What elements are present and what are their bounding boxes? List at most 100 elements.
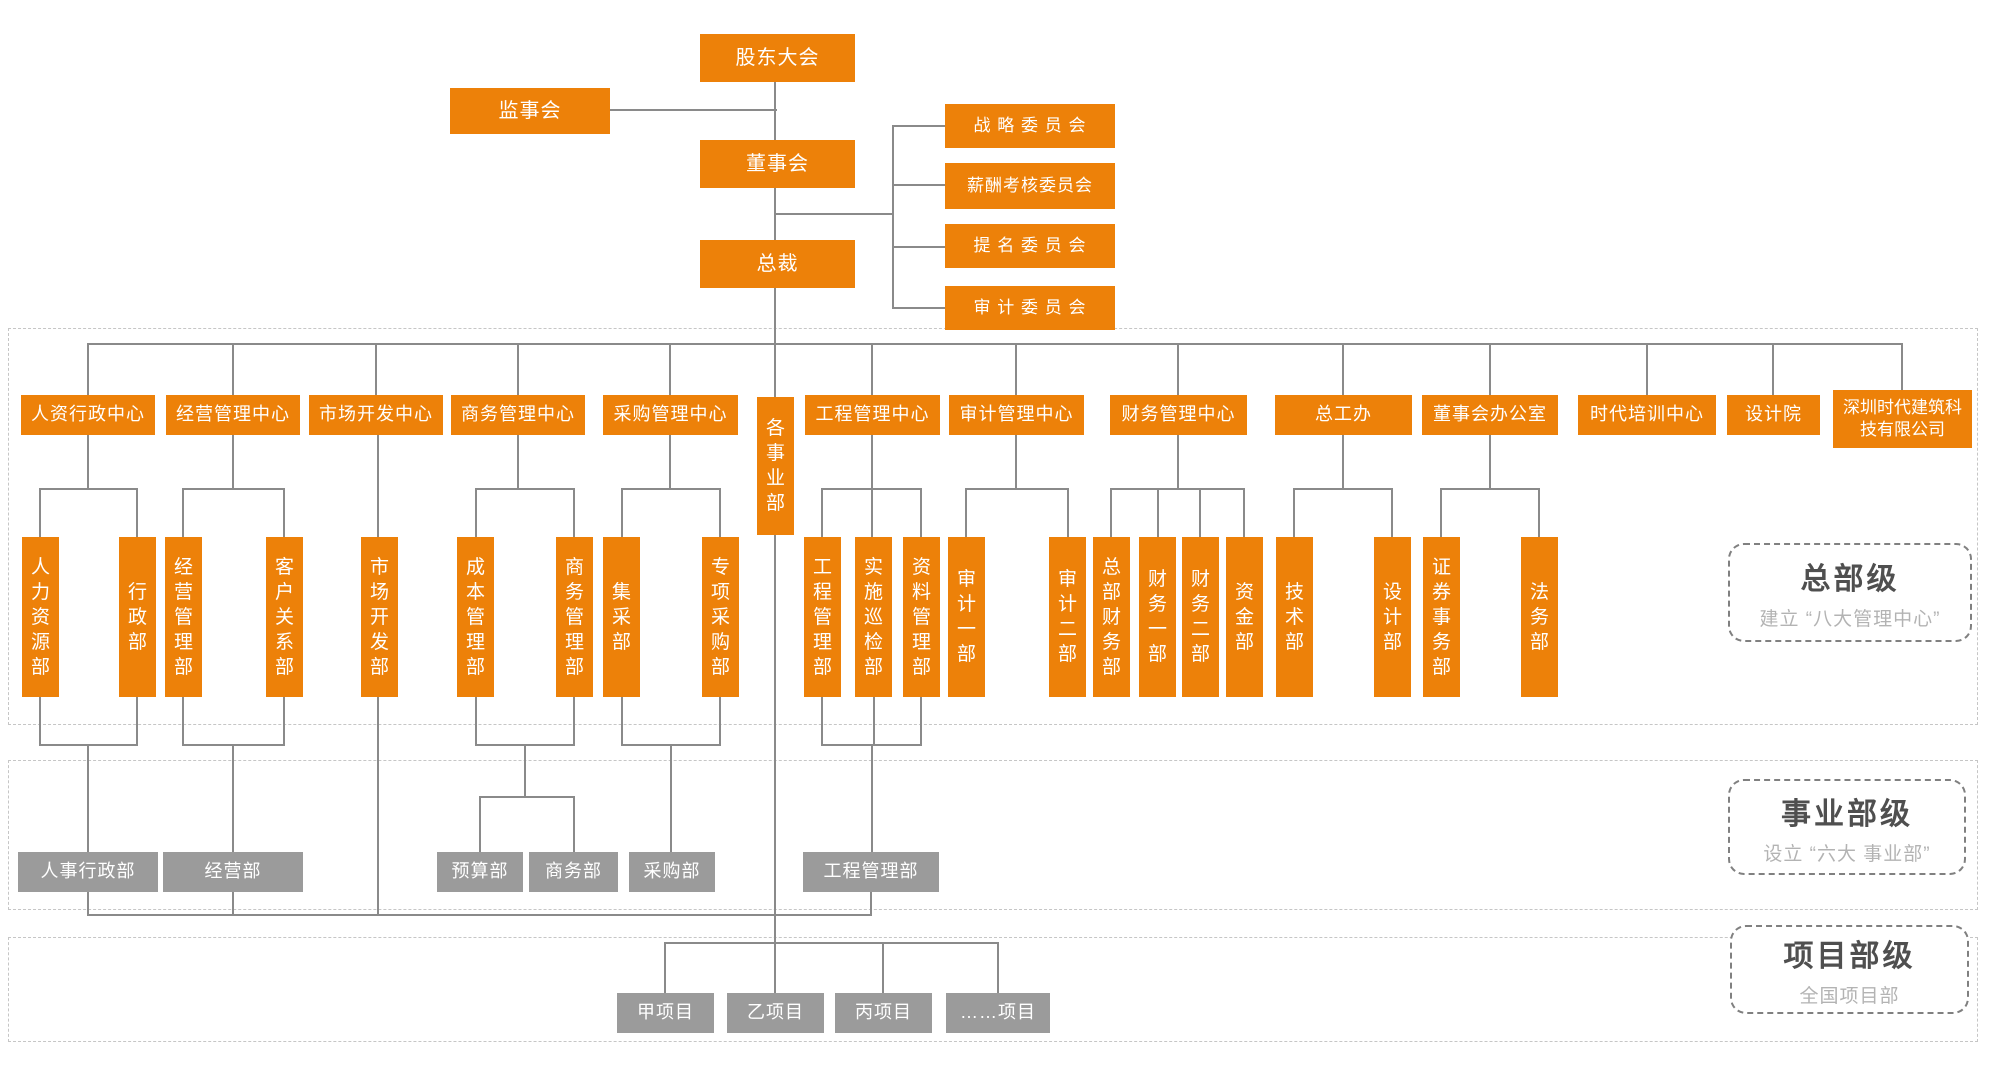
connector-line [774, 287, 776, 398]
board-of-directors-box: 董事会 [700, 140, 855, 188]
connector-line [1391, 488, 1393, 538]
connector-line [882, 942, 884, 994]
connector-line [719, 488, 721, 538]
connector-line [1293, 488, 1393, 490]
connector-line [821, 488, 922, 490]
connector-line [873, 696, 875, 746]
connector-line [1067, 488, 1069, 538]
center-finance-management: 财务管理中心 [1110, 395, 1247, 435]
connector-line [1199, 488, 1201, 538]
connector-line [475, 488, 575, 490]
dept-label: 客户关系部 [274, 556, 294, 678]
connector-line [1538, 488, 1540, 538]
connector-line [475, 488, 477, 538]
connector-line [1440, 488, 1540, 490]
connector-line [377, 434, 379, 538]
president-box: 总裁 [700, 240, 855, 288]
center-commerce-management: 商务管理中心 [451, 395, 585, 435]
connector-line [232, 344, 234, 396]
connector-line [774, 213, 894, 215]
dept-implementation-inspection: 实施巡检部 [855, 537, 892, 697]
connector-line [1015, 434, 1017, 490]
connector-line [87, 344, 89, 396]
connector-line [1772, 344, 1774, 396]
connector-line [377, 696, 379, 916]
dept-label: 资金部 [1234, 581, 1254, 653]
connector-line [136, 696, 138, 746]
region-project-level [8, 937, 1978, 1042]
connector-line [997, 942, 999, 994]
dept-label: 法务部 [1529, 581, 1549, 653]
label-headquarters-level-subtitle: 建立 “八大管理中心” [1759, 609, 1941, 630]
project-b-box: 乙项目 [727, 993, 824, 1033]
connector-line [573, 796, 575, 853]
dept-label: 证券事务部 [1431, 556, 1451, 678]
project-more-box: ……项目 [946, 993, 1050, 1033]
dept-audit-one: 审计一部 [948, 537, 985, 697]
connector-line [182, 696, 184, 746]
audit-committee-box: 审 计 委 员 会 [945, 286, 1115, 330]
dept-label: 商务管理部 [564, 556, 584, 678]
connector-line [87, 343, 1903, 345]
dept-label: 市场开发部 [369, 556, 389, 678]
dept-legal: 法务部 [1521, 537, 1558, 697]
center-hr-admin: 人资行政中心 [21, 395, 155, 435]
connector-line [664, 942, 666, 994]
dept-label: 行政部 [127, 581, 147, 653]
dept-label: 专项采购部 [710, 556, 730, 678]
connector-line [87, 434, 89, 490]
connector-line [39, 488, 138, 490]
connector-line [892, 246, 946, 248]
dept-commerce-management: 商务管理部 [556, 537, 593, 697]
connector-line [182, 488, 285, 490]
division-procurement-dept: 采购部 [629, 852, 715, 892]
supervisory-board-box: 监事会 [450, 88, 610, 134]
connector-line [670, 744, 672, 853]
connector-line [1440, 488, 1442, 538]
connector-line [1342, 434, 1344, 490]
dept-label: 工程管理部 [812, 556, 832, 678]
connector-line [283, 696, 285, 746]
connector-line [1901, 344, 1903, 396]
project-a-box: 甲项目 [617, 993, 714, 1033]
connector-line [621, 488, 721, 490]
dept-special-procurement: 专项采购部 [702, 537, 739, 697]
label-division-level-subtitle: 设立 “六大 事业部” [1763, 843, 1931, 865]
region-division-level [8, 760, 1978, 910]
connector-line [892, 125, 946, 127]
connector-line [232, 891, 234, 916]
connector-line [87, 891, 89, 916]
shareholders-meeting-box: 股东大会 [700, 34, 855, 82]
compensation-appraisal-committee-box: 薪酬考核委员会 [945, 163, 1115, 209]
connector-line [1489, 344, 1491, 396]
connector-line [669, 434, 671, 490]
connector-line [1110, 488, 1112, 538]
dept-customer-relations: 客户关系部 [266, 537, 303, 697]
connector-line [920, 488, 922, 538]
connector-line [621, 696, 623, 746]
connector-line [920, 696, 922, 746]
connector-line [136, 488, 138, 538]
dept-finance-one: 财务一部 [1139, 537, 1176, 697]
dept-label: 人力资源部 [30, 556, 50, 678]
connector-line [965, 488, 967, 538]
center-training-center: 时代培训中心 [1578, 395, 1716, 435]
dept-administration: 行政部 [119, 537, 156, 697]
connector-line [621, 488, 623, 538]
connector-line [1110, 488, 1245, 490]
connector-line [182, 488, 184, 538]
connector-line [965, 488, 1069, 490]
center-shenzhen-times-construction-tech: 深圳时代建筑科技有限公司 [1833, 390, 1972, 448]
dept-label: 技术部 [1284, 581, 1304, 653]
connector-line [892, 125, 894, 309]
dept-label: 成本管理部 [465, 556, 485, 678]
connector-line [1177, 434, 1179, 490]
dept-treasury: 资金部 [1226, 537, 1263, 697]
connector-line [573, 696, 575, 746]
label-headquarters-level-title: 总部级 [1800, 563, 1900, 596]
center-procurement-management: 采购管理中心 [603, 395, 738, 435]
connector-line [774, 534, 776, 944]
connector-line [1177, 344, 1179, 396]
connector-line [774, 81, 776, 141]
